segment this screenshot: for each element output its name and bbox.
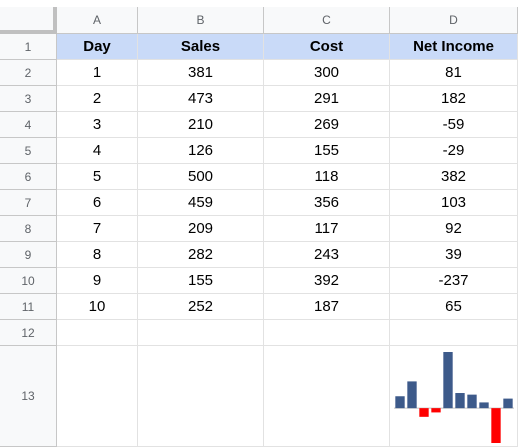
table-cell[interactable]: 3 [57,112,138,138]
row-header-2[interactable]: 2 [0,60,57,86]
table-cell[interactable]: 6 [57,190,138,216]
table-cell[interactable]: 392 [264,268,390,294]
table-cell[interactable]: 473 [138,86,264,112]
table-cell[interactable]: 187 [264,294,390,320]
table-cell[interactable]: 10 [57,294,138,320]
sparkline-bar-10 [503,398,513,409]
table-cell[interactable]: 7 [57,216,138,242]
header-cell-b[interactable]: Sales [138,34,264,60]
table-cell[interactable]: 300 [264,60,390,86]
table-cell[interactable]: 209 [138,216,264,242]
table-cell[interactable] [138,346,264,447]
net-income-sparkline[interactable] [394,352,514,443]
header-cell-c[interactable]: Cost [264,34,390,60]
row-header-5[interactable]: 5 [0,138,57,164]
sparkline-bar-6 [455,393,465,409]
row-header-8[interactable]: 8 [0,216,57,242]
table-cell[interactable]: 243 [264,242,390,268]
table-cell[interactable]: 5 [57,164,138,190]
table-cell[interactable]: 291 [264,86,390,112]
table-cell[interactable]: 117 [264,216,390,242]
table-cell[interactable]: 65 [390,294,518,320]
column-header-d[interactable]: D [390,7,518,34]
table-cell[interactable]: 118 [264,164,390,190]
table-cell[interactable]: 155 [138,268,264,294]
table-cell[interactable] [138,320,264,346]
column-header-c[interactable]: C [264,7,390,34]
row-header-11[interactable]: 11 [0,294,57,320]
table-cell[interactable] [390,320,518,346]
row-header-7[interactable]: 7 [0,190,57,216]
table-cell[interactable]: 1 [57,60,138,86]
sparkline-bar-7 [467,394,477,409]
table-cell[interactable]: 381 [138,60,264,86]
table-cell[interactable]: 9 [57,268,138,294]
table-cell[interactable]: 103 [390,190,518,216]
table-cell[interactable]: 39 [390,242,518,268]
table-cell[interactable]: -29 [390,138,518,164]
table-cell[interactable]: 81 [390,60,518,86]
row-header-9[interactable]: 9 [0,242,57,268]
table-cell[interactable]: 2 [57,86,138,112]
row-header-3[interactable]: 3 [0,86,57,112]
header-cell-d[interactable]: Net Income [390,34,518,60]
table-cell[interactable]: 155 [264,138,390,164]
row-header-1[interactable]: 1 [0,34,57,60]
table-cell[interactable] [264,346,390,447]
table-cell[interactable]: 182 [390,86,518,112]
table-cell[interactable]: 8 [57,242,138,268]
table-cell[interactable]: 282 [138,242,264,268]
table-cell[interactable]: 269 [264,112,390,138]
sparkline-bar-2 [407,381,417,409]
table-cell[interactable]: 92 [390,216,518,242]
table-cell[interactable]: 210 [138,112,264,138]
column-header-b[interactable]: B [138,7,264,34]
table-cell[interactable]: 252 [138,294,264,320]
sparkline-bar-5 [443,352,453,409]
select-all-corner[interactable] [0,7,57,34]
sparkline-bar-9 [491,408,501,443]
row-header-6[interactable]: 6 [0,164,57,190]
sparkline-bar-3 [419,408,429,417]
table-cell[interactable]: 126 [138,138,264,164]
sparkline-bar-8 [479,402,489,409]
column-header-a[interactable]: A [57,7,138,34]
row-header-13[interactable]: 13 [0,346,57,447]
table-cell[interactable] [57,320,138,346]
table-cell[interactable]: 4 [57,138,138,164]
table-cell[interactable]: -59 [390,112,518,138]
table-cell[interactable]: 356 [264,190,390,216]
row-header-10[interactable]: 10 [0,268,57,294]
table-cell[interactable] [264,320,390,346]
header-cell-a[interactable]: Day [57,34,138,60]
sparkline-bar-1 [395,396,405,409]
row-header-4[interactable]: 4 [0,112,57,138]
row-header-12[interactable]: 12 [0,320,57,346]
table-cell[interactable]: 382 [390,164,518,190]
table-cell[interactable]: -237 [390,268,518,294]
sparkline-bar-4 [431,408,441,413]
table-cell[interactable]: 459 [138,190,264,216]
table-cell[interactable]: 500 [138,164,264,190]
toolbar-edge [0,0,520,7]
table-cell[interactable] [57,346,138,447]
